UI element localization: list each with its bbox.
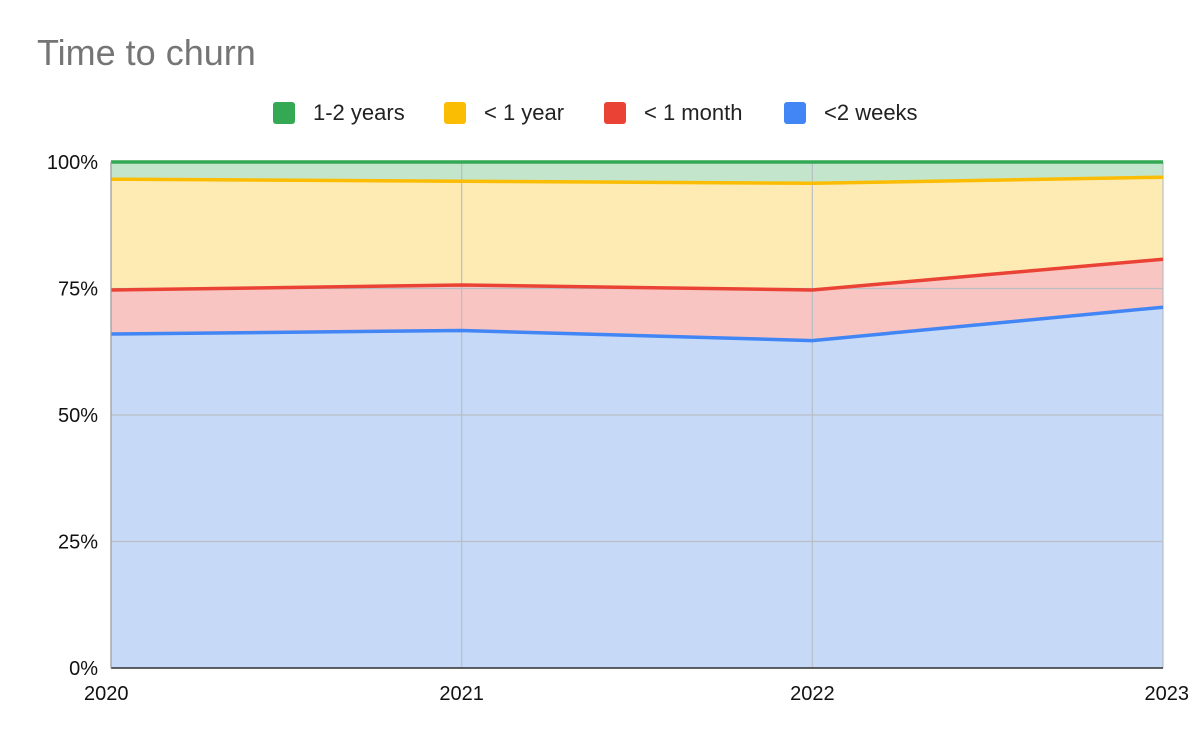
- legend-swatch-yellow: [444, 102, 466, 124]
- series-line-2[interactable]: [110, 257, 1164, 292]
- series-line-1[interactable]: [110, 305, 1164, 343]
- chart-legend: 1-2 years < 1 year < 1 month <2 weeks: [0, 96, 1200, 130]
- y-tick-label: 50%: [58, 405, 98, 427]
- series-line-3[interactable]: [110, 175, 1164, 186]
- legend-label: < 1 year: [484, 100, 565, 125]
- legend-swatch-blue: [784, 102, 806, 124]
- area-1: [111, 307, 1163, 668]
- legend-label: < 1 month: [644, 100, 743, 125]
- x-axis-tick-labels: 2020 2021 2022 2023: [84, 683, 1189, 705]
- legend-label: <2 weeks: [824, 100, 918, 125]
- legend-swatch-green: [273, 102, 295, 124]
- y-tick-label: 75%: [58, 279, 98, 301]
- legend-label: 1-2 years: [313, 100, 405, 125]
- legend-swatch-red: [604, 102, 626, 124]
- legend-item-lt-1-month[interactable]: < 1 month: [604, 96, 742, 130]
- legend-item-1-2-years[interactable]: 1-2 years: [273, 96, 405, 130]
- area-3: [111, 177, 1163, 290]
- x-tick-label: 2023: [1145, 683, 1190, 705]
- x-tick-label: 2020: [84, 683, 129, 705]
- y-tick-label: 25%: [58, 532, 98, 554]
- chart-title: Time to churn: [37, 32, 256, 73]
- area-layers: [111, 162, 1163, 668]
- x-tick-label: 2021: [439, 683, 484, 705]
- series-lines: [110, 160, 1164, 343]
- y-axis-tick-labels: 0% 25% 50% 75% 100%: [47, 152, 98, 680]
- y-tick-label: 0%: [69, 658, 98, 680]
- legend-item-lt-2-weeks[interactable]: <2 weeks: [784, 96, 918, 130]
- area-4: [111, 162, 1163, 184]
- x-tick-label: 2022: [790, 683, 835, 705]
- legend-item-lt-1-year[interactable]: < 1 year: [444, 96, 564, 130]
- area-2: [111, 259, 1163, 341]
- axes: [110, 162, 1163, 669]
- y-tick-label: 100%: [47, 152, 98, 174]
